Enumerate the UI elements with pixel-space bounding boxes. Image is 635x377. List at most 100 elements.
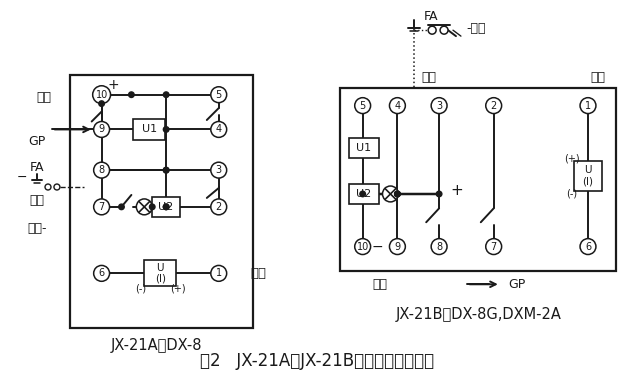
Bar [340, 88, 616, 271]
Text: −: − [371, 239, 384, 254]
Circle shape [45, 184, 51, 190]
Circle shape [119, 204, 124, 210]
Text: 10: 10 [356, 242, 369, 251]
Circle shape [163, 92, 169, 98]
Text: (+): (+) [565, 153, 580, 163]
Text: 6: 6 [585, 242, 591, 251]
Circle shape [93, 162, 110, 178]
Text: (-): (-) [566, 189, 578, 199]
Text: (I): (I) [582, 176, 594, 186]
Circle shape [93, 199, 110, 215]
Circle shape [93, 86, 110, 104]
Text: 7: 7 [98, 202, 105, 212]
Bar [152, 197, 180, 217]
Text: -复归: -复归 [466, 22, 485, 35]
Text: 启动: 启动 [591, 71, 605, 84]
Text: JX-21B代DX-8G,DXM-2A: JX-21B代DX-8G,DXM-2A [396, 307, 562, 322]
Circle shape [211, 162, 227, 178]
Circle shape [394, 191, 400, 197]
Circle shape [440, 26, 448, 34]
Circle shape [431, 239, 447, 254]
Circle shape [382, 186, 398, 202]
Circle shape [580, 239, 596, 254]
Circle shape [211, 87, 227, 103]
Circle shape [99, 101, 104, 106]
Bar [574, 161, 602, 191]
Text: (I): (I) [155, 273, 166, 284]
Circle shape [211, 199, 227, 215]
Circle shape [355, 239, 371, 254]
Text: U1: U1 [356, 143, 371, 153]
Circle shape [394, 191, 400, 197]
Circle shape [360, 191, 366, 197]
Text: 5: 5 [359, 101, 366, 110]
Text: U2: U2 [159, 202, 174, 212]
Circle shape [137, 199, 152, 215]
Bar [144, 261, 176, 286]
Text: 3: 3 [216, 165, 222, 175]
Circle shape [389, 98, 405, 113]
Text: 2: 2 [216, 202, 222, 212]
Text: 10: 10 [95, 90, 108, 100]
Circle shape [93, 265, 110, 281]
Text: +: + [451, 184, 464, 198]
Circle shape [163, 127, 169, 132]
Circle shape [129, 92, 134, 98]
Circle shape [163, 167, 169, 173]
Circle shape [211, 121, 227, 137]
Text: FA: FA [424, 10, 439, 23]
Text: JX-21A代DX-8: JX-21A代DX-8 [110, 338, 202, 353]
Text: (+): (+) [170, 283, 186, 293]
Text: 复归: 复归 [30, 195, 44, 207]
Text: FA: FA [30, 161, 44, 174]
Bar [349, 184, 378, 204]
Text: U: U [156, 264, 164, 273]
Bar [349, 138, 378, 158]
Circle shape [54, 184, 60, 190]
Text: U2: U2 [356, 189, 371, 199]
Circle shape [436, 191, 442, 197]
Text: 启动: 启动 [250, 267, 267, 280]
Text: 4: 4 [216, 124, 222, 135]
Circle shape [163, 167, 169, 173]
Text: U: U [584, 165, 592, 175]
Text: 9: 9 [394, 242, 401, 251]
Bar [70, 75, 253, 328]
Circle shape [394, 191, 400, 197]
Text: 电源: 电源 [372, 278, 387, 291]
Text: 6: 6 [98, 268, 105, 278]
Text: 8: 8 [98, 165, 105, 175]
Circle shape [93, 121, 110, 137]
Text: +: + [108, 78, 119, 92]
Circle shape [149, 204, 155, 210]
Text: 5: 5 [216, 90, 222, 100]
Text: 7: 7 [491, 242, 497, 251]
Text: GP: GP [29, 135, 46, 148]
Text: 3: 3 [436, 101, 442, 110]
Circle shape [431, 98, 447, 113]
Circle shape [486, 98, 502, 113]
Circle shape [486, 239, 502, 254]
Text: 9: 9 [98, 124, 105, 135]
Text: 2: 2 [491, 101, 497, 110]
Text: 8: 8 [436, 242, 442, 251]
Circle shape [355, 98, 371, 113]
Text: GP: GP [509, 278, 526, 291]
Text: 图2   JX-21A、JX-21B接线图（正视图）: 图2 JX-21A、JX-21B接线图（正视图） [200, 352, 434, 370]
Text: 4: 4 [394, 101, 401, 110]
Text: 电源-: 电源- [27, 222, 47, 235]
Circle shape [211, 265, 227, 281]
Circle shape [580, 98, 596, 113]
Text: −: − [17, 170, 27, 184]
Circle shape [163, 204, 169, 210]
Text: 电源: 电源 [37, 91, 51, 104]
Text: 1: 1 [585, 101, 591, 110]
Text: U1: U1 [142, 124, 157, 135]
Circle shape [428, 26, 436, 34]
Text: (-): (-) [135, 283, 146, 293]
Circle shape [163, 204, 169, 210]
Bar [133, 118, 165, 140]
Text: 电源: 电源 [422, 71, 437, 84]
Text: 1: 1 [216, 268, 222, 278]
Circle shape [389, 239, 405, 254]
